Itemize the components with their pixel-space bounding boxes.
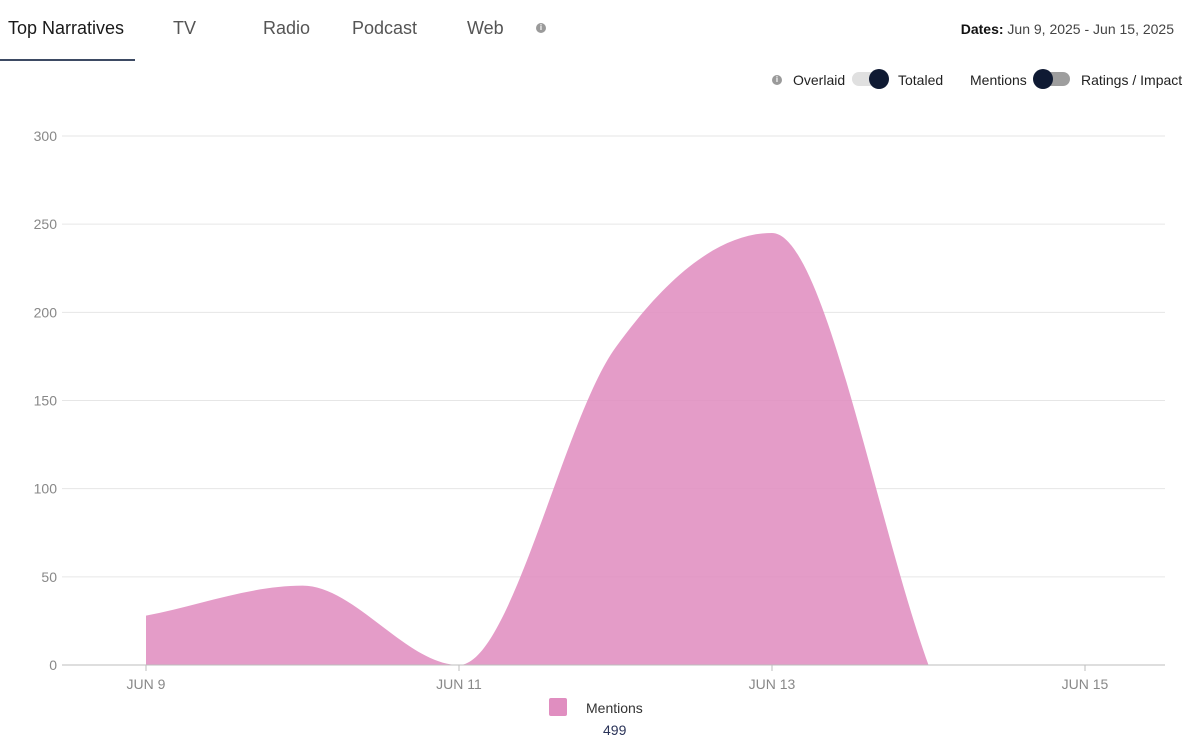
x-tick-label: JUN 15 bbox=[1062, 676, 1109, 692]
overlaid-label: Overlaid bbox=[793, 72, 846, 88]
metric-toggle[interactable] bbox=[1033, 69, 1070, 89]
active-tab-indicator bbox=[0, 59, 135, 61]
tab-podcast[interactable]: Podcast bbox=[352, 18, 418, 38]
ratings-impact-label: Ratings / Impact bbox=[1081, 72, 1183, 88]
tab-tv[interactable]: TV bbox=[173, 18, 197, 38]
overlay-total-toggle[interactable] bbox=[852, 69, 889, 89]
legend-label: Mentions bbox=[586, 700, 643, 716]
y-tick-label: 300 bbox=[34, 128, 58, 144]
overlay-info-icon[interactable]: i bbox=[772, 75, 782, 85]
y-tick-label: 100 bbox=[34, 481, 58, 497]
grid-lines bbox=[62, 135, 1165, 578]
toggle-knob bbox=[869, 69, 889, 89]
x-tick-label: JUN 13 bbox=[749, 676, 796, 692]
mentions-area bbox=[146, 232, 929, 665]
legend-swatch[interactable] bbox=[549, 698, 567, 716]
y-tick-label: 200 bbox=[34, 304, 58, 320]
x-axis-ticks: JUN 9 JUN 11 JUN 13 JUN 15 bbox=[127, 665, 1109, 692]
y-tick-label: 0 bbox=[49, 657, 57, 673]
tab-web[interactable]: Web bbox=[467, 18, 504, 38]
x-tick-label: JUN 11 bbox=[436, 676, 482, 692]
info-icon[interactable]: i bbox=[536, 23, 546, 33]
legend-total: 499 bbox=[603, 722, 627, 738]
y-tick-label: 50 bbox=[41, 569, 57, 585]
y-axis-ticks: 0 50 100 150 200 250 300 bbox=[34, 128, 58, 673]
date-range: Dates: Jun 9, 2025 - Jun 15, 2025 bbox=[961, 21, 1174, 37]
tab-radio[interactable]: Radio bbox=[263, 18, 311, 38]
dates-range: Jun 9, 2025 - Jun 15, 2025 bbox=[1007, 21, 1174, 37]
tab-top-narratives[interactable]: Top Narratives bbox=[8, 18, 125, 38]
x-tick-label: JUN 9 bbox=[127, 676, 166, 692]
mentions-label: Mentions bbox=[970, 72, 1027, 88]
dates-prefix: Dates: bbox=[960, 21, 1004, 37]
totaled-label: Totaled bbox=[898, 72, 944, 88]
y-tick-label: 250 bbox=[34, 216, 58, 232]
toggle-knob bbox=[1033, 69, 1053, 89]
tab-bar: Top Narratives TV Radio Podcast Web i bbox=[0, 0, 600, 61]
y-tick-label: 150 bbox=[34, 393, 58, 409]
